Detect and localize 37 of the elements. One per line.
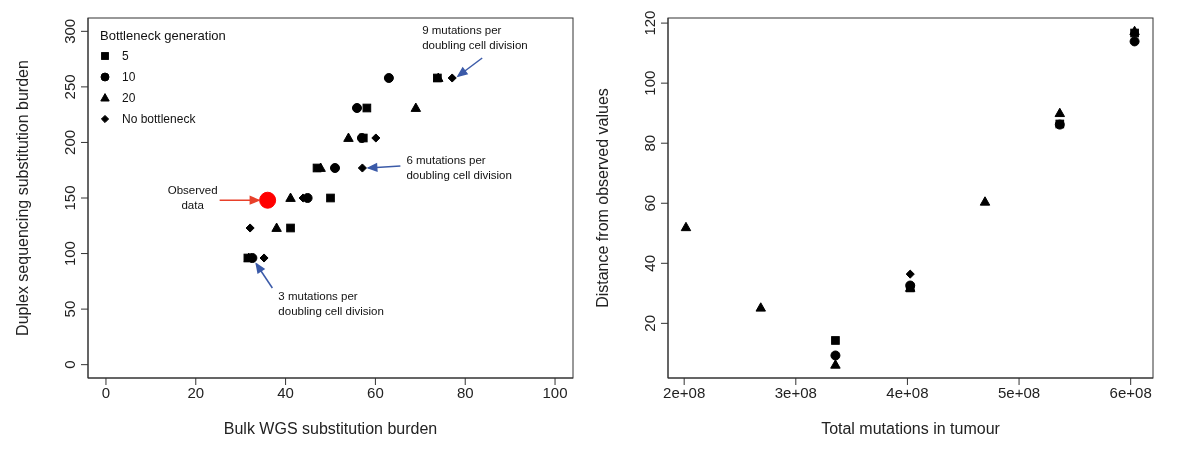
y-tick-label: 200 — [61, 129, 78, 155]
y-tick-label: 80 — [641, 134, 658, 152]
x-tick-label: 3e+08 — [774, 383, 817, 401]
x-tick-label: 0 — [101, 383, 111, 401]
y-tick-label: 100 — [61, 241, 78, 267]
y-tick-label: 300 — [61, 18, 78, 44]
x-tick-label: 6e+08 — [1109, 383, 1152, 401]
legend-label: 20 — [122, 91, 136, 105]
y-axis-title: Duplex sequencing substitution burden — [13, 60, 31, 336]
y-tick-label: 20 — [641, 315, 658, 332]
legend-label: 5 — [122, 49, 129, 63]
x-axis-title: Bulk WGS substitution burden — [223, 420, 438, 437]
x-tick-label: 5e+08 — [997, 383, 1041, 401]
x-tick-label: 80 — [456, 383, 474, 401]
y-tick-label: 50 — [61, 300, 78, 318]
y-tick-label: 40 — [641, 254, 658, 272]
legend-title: Bottleneck generation — [100, 28, 226, 43]
annotation: Observed data — [167, 184, 218, 212]
legend-label: 10 — [122, 70, 136, 84]
x-axis-title: Total mutations in tumour — [821, 420, 1001, 437]
x-tick-label: 2e+08 — [663, 383, 706, 401]
y-axis-title: Distance from observed values — [593, 88, 611, 308]
y-tick-label: 60 — [641, 194, 658, 212]
y-tick-label: 100 — [641, 70, 658, 96]
legend-label: No bottleneck — [122, 112, 197, 126]
y-tick-label: 150 — [61, 185, 78, 211]
x-tick-label: 20 — [187, 383, 205, 401]
x-tick-label: 4e+08 — [886, 383, 929, 401]
y-tick-label: 250 — [61, 74, 78, 100]
annotation: 9 mutations per doubling cell division — [422, 24, 528, 51]
x-tick-label: 100 — [542, 383, 568, 401]
x-tick-label: 60 — [367, 383, 384, 401]
y-tick-label: 120 — [641, 10, 658, 36]
annotation: 3 mutations per doubling cell division — [278, 290, 384, 317]
annotation: 6 mutations per doubling cell division — [406, 154, 512, 181]
x-tick-label: 40 — [277, 383, 294, 401]
y-tick-label: 0 — [61, 360, 78, 369]
